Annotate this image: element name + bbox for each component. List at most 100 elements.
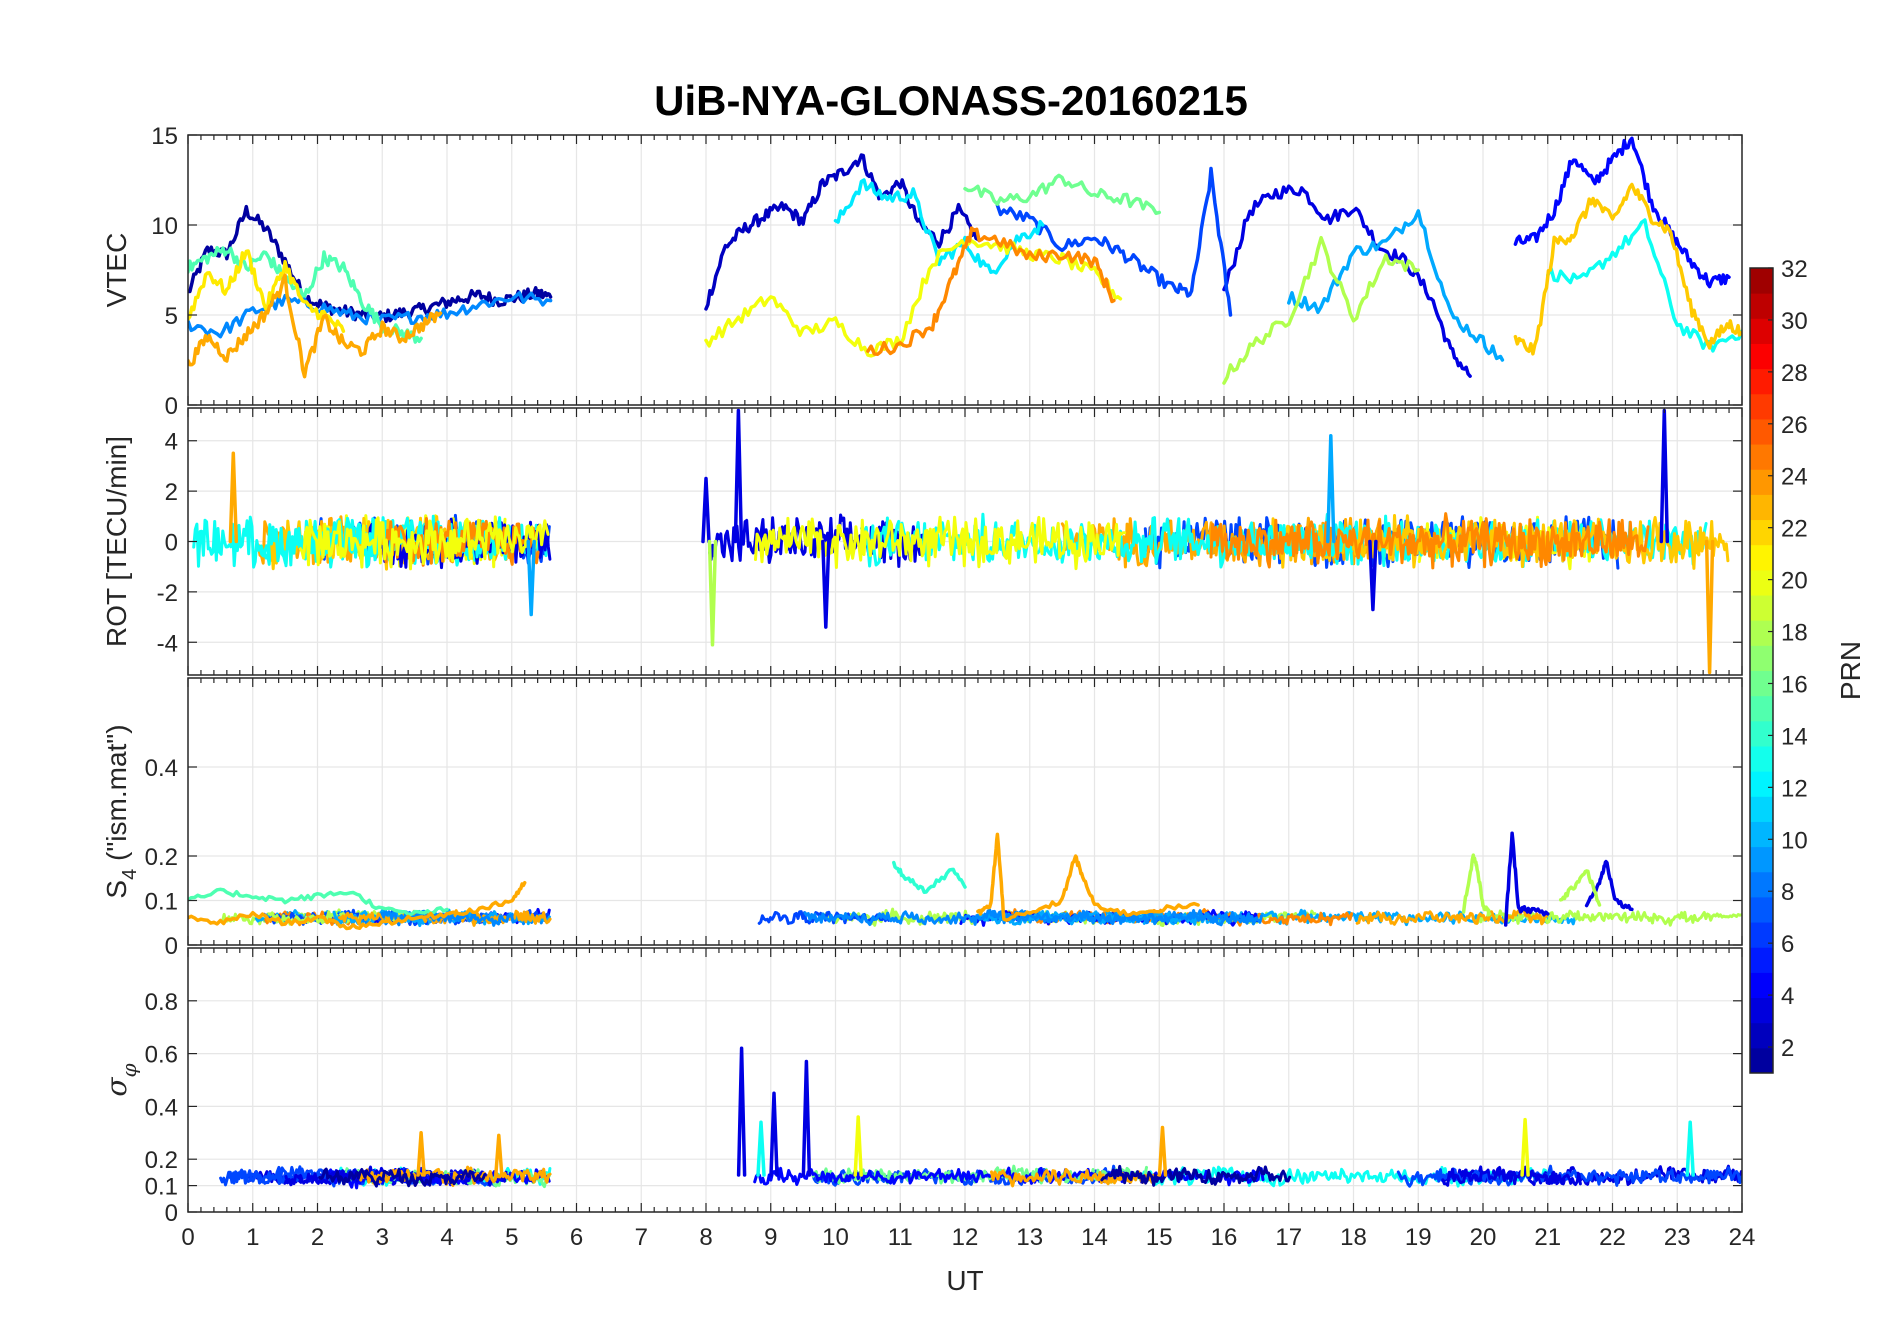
x-tick-label: 16: [1211, 1224, 1238, 1251]
colorbar-swatch: [1750, 670, 1773, 697]
series-prn-22: [1513, 182, 1742, 356]
series-prn-10: [1287, 209, 1505, 362]
colorbar-swatch: [1750, 796, 1773, 822]
spike-prn-23: [1157, 1125, 1168, 1177]
x-tick-label: 7: [635, 1224, 648, 1251]
panel-s4: 00.10.20.4S4 ("ism.mat"): [101, 677, 1743, 960]
colorbar-swatch: [1750, 871, 1773, 898]
colorbar-swatch: [1750, 393, 1773, 420]
series-prn-18: [1461, 853, 1492, 917]
y-tick-label: 2: [165, 479, 178, 506]
spike-prn-10: [526, 539, 536, 617]
colorbar-tick-label: 6: [1781, 931, 1794, 958]
series-prn-23: [976, 832, 1200, 922]
y-tick-label: 0.1: [145, 1174, 178, 1201]
colorbar-swatch: [1750, 745, 1773, 772]
colorbar-tick-label: 22: [1781, 516, 1808, 543]
x-tick-label: 5: [505, 1224, 518, 1251]
chart-title: UiB-NYA-GLONASS-20160215: [654, 77, 1248, 124]
x-tick-label: 1: [246, 1224, 259, 1251]
series-prn-9: [188, 291, 553, 339]
x-tick-label: 11: [888, 1224, 913, 1251]
x-tick-label: 21: [1534, 1224, 1561, 1251]
y-tick-label: 0.4: [145, 755, 178, 782]
series-prn-4: [1222, 184, 1472, 378]
colorbar-swatch: [1750, 544, 1773, 571]
colorbar-swatch: [1750, 645, 1773, 671]
colorbar-swatch: [1750, 293, 1773, 319]
x-tick-label: 23: [1664, 1224, 1691, 1251]
spike-prn-4: [769, 1091, 779, 1177]
colorbar-swatch: [1750, 368, 1773, 395]
colorbar-swatch: [1750, 771, 1773, 797]
y-tick-label: 0: [165, 933, 178, 960]
x-tick-label: 3: [376, 1224, 389, 1251]
x-axis-label: UT: [946, 1265, 983, 1296]
noise-trace: [1474, 908, 1742, 927]
y-axis-label-main: σ: [100, 1077, 133, 1097]
series-prn-16: [963, 173, 1162, 216]
colorbar-swatch: [1750, 620, 1773, 646]
series-prn-24: [866, 226, 1116, 357]
noise-trace: [754, 515, 1127, 571]
colorbar-swatch: [1750, 821, 1773, 848]
spike-prn-4: [736, 1046, 747, 1177]
tick-marks: [187, 134, 1743, 406]
series-prn-3: [704, 153, 980, 311]
noise-trace: [1396, 1164, 1742, 1188]
x-tick-label: 17: [1275, 1224, 1302, 1251]
colorbar-swatch: [1750, 1047, 1773, 1074]
colorbar-swatch: [1750, 569, 1773, 596]
data-layer: [188, 136, 1742, 385]
y-axis-label: ROT [TECU/min]: [101, 436, 132, 647]
data-layer: [188, 831, 1742, 931]
noise-trace: [1100, 1164, 1292, 1187]
x-tick-label: 2: [311, 1224, 324, 1251]
y-tick-label: 0: [165, 1200, 178, 1227]
x-tick-label: 9: [764, 1224, 777, 1251]
spike-prn-4: [821, 539, 831, 629]
spike-prn-20: [1520, 1117, 1530, 1177]
colorbar-swatch: [1750, 595, 1773, 621]
y-tick-label: 15: [151, 123, 178, 150]
x-tick-label: 20: [1470, 1224, 1497, 1251]
noise-trace: [318, 1167, 487, 1188]
y-axis-label: σφ: [100, 1063, 141, 1096]
colorbar-swatch: [1750, 318, 1773, 344]
y-tick-label: 0.4: [145, 1094, 178, 1121]
noise-trace: [803, 908, 1259, 927]
colorbar-swatch: [1750, 922, 1773, 948]
x-tick-label: 0: [181, 1224, 194, 1251]
noise-trace: [298, 516, 550, 571]
y-tick-label: 4: [165, 429, 178, 456]
x-tick-label: 13: [1016, 1224, 1043, 1251]
spike-prn-18: [707, 539, 718, 647]
spike-prn-20: [853, 1115, 863, 1177]
series-prn-18: [1558, 869, 1602, 907]
colorbar-swatch: [1750, 418, 1773, 445]
colorbar-tick-label: 30: [1781, 308, 1808, 335]
spike-prn-4: [801, 1059, 812, 1177]
series-prn-14: [892, 860, 967, 894]
x-tick-label: 8: [699, 1224, 712, 1251]
panel-sigma_phi: 00.10.2 0.4 0.6 0.8 σφ: [100, 947, 1743, 1227]
y-axis-label-sub: 4: [119, 869, 141, 880]
noise-trace: [1441, 1165, 1582, 1187]
x-tick-label: 14: [1081, 1224, 1108, 1251]
y-axis-label-main: S: [101, 880, 132, 899]
y-tick-label: -2: [157, 580, 178, 607]
y-axis-label-suffix: ("ism.mat"): [101, 724, 132, 868]
panel-vtec: 0 5 10 15 VTEC: [101, 123, 1743, 420]
series-prn-18: [1222, 235, 1421, 385]
tick-marks: [187, 678, 1743, 946]
colorbar-tick-label: 26: [1781, 412, 1808, 439]
colorbar-swatch: [1750, 720, 1773, 747]
spike-prn-23: [1704, 539, 1715, 675]
series-prn-21: [188, 249, 346, 333]
noise-trace: [1355, 906, 1548, 926]
y-axis-label: VTEC: [101, 233, 132, 308]
noise-trace: [338, 909, 552, 927]
y-tick-label: 0: [165, 393, 178, 420]
